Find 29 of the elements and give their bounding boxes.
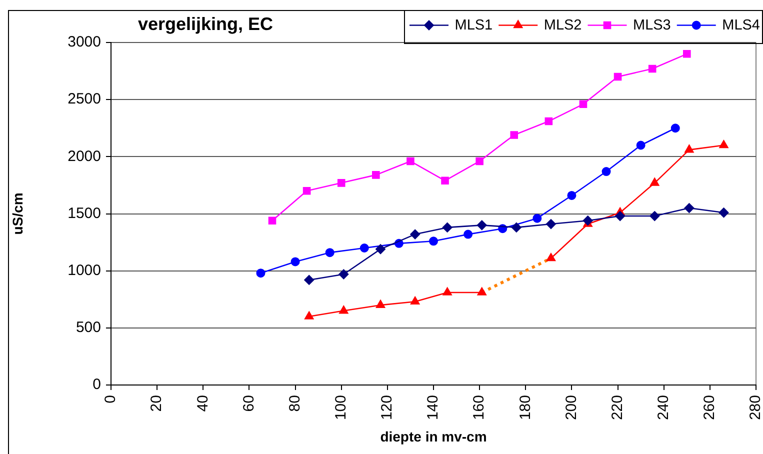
- y-tick-label: 2000: [68, 148, 101, 165]
- x-tick-label: 180: [516, 395, 534, 420]
- y-tick-label: 3000: [68, 34, 101, 51]
- y-tick-label: 1500: [68, 204, 101, 222]
- x-tick-label: 240: [655, 395, 672, 420]
- x-tick-label: 120: [378, 395, 396, 420]
- legend-label: MLS4: [722, 17, 760, 34]
- x-tick-label: 140: [424, 395, 442, 420]
- x-tick-label: 200: [562, 395, 580, 420]
- x-tick-label: 220: [608, 395, 626, 420]
- x-tick-label: 0: [102, 395, 120, 404]
- x-axis-title: diepte in mv-cm: [380, 428, 487, 444]
- legend-label: MLS2: [544, 17, 582, 34]
- x-tick-label: 60: [240, 395, 258, 412]
- y-axis-title: uS/cm: [9, 192, 26, 235]
- y-tick-label: 0: [92, 376, 101, 394]
- y-tick-label: 500: [76, 319, 101, 336]
- x-tick-label: 280: [747, 395, 763, 420]
- x-tick-label: 20: [148, 395, 166, 412]
- x-tick-label: 80: [286, 395, 304, 412]
- y-tick-label: 2500: [68, 90, 101, 108]
- legend-label: MLS1: [454, 17, 493, 34]
- x-tick-label: 160: [470, 395, 488, 420]
- y-tick-label: 1000: [68, 262, 101, 279]
- chart-title: vergelijking, EC: [138, 14, 274, 35]
- x-tick-label: 40: [194, 395, 212, 412]
- x-tick-label: 260: [701, 395, 718, 420]
- legend-label: MLS3: [632, 17, 671, 34]
- x-tick-label: 100: [332, 395, 350, 420]
